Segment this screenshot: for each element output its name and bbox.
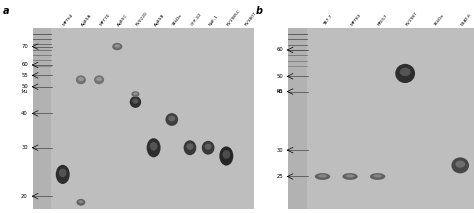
Text: 30: 30 [21,145,28,150]
Ellipse shape [222,150,230,159]
Ellipse shape [370,173,385,180]
Text: 38kDa: 38kDa [172,13,183,27]
Ellipse shape [186,143,193,150]
Text: 70: 70 [21,44,28,49]
Ellipse shape [56,165,70,184]
Bar [288,28,474,209]
Text: Ag85C: Ag85C [117,13,129,27]
Text: CFP-10: CFP-10 [190,12,202,27]
Text: 30: 30 [277,148,283,153]
Ellipse shape [59,168,66,177]
Text: 60: 60 [277,47,283,52]
Ellipse shape [76,199,85,206]
Bar [33,28,51,209]
Text: NdF-1: NdF-1 [208,14,219,27]
Text: PPE57: PPE57 [378,13,389,27]
Ellipse shape [150,142,157,151]
Ellipse shape [96,77,102,81]
Ellipse shape [76,75,86,84]
Ellipse shape [78,77,84,81]
Text: MPT64: MPT64 [63,13,75,27]
Ellipse shape [131,91,139,97]
Text: 16kDa: 16kDa [433,13,445,27]
Ellipse shape [114,44,120,48]
Text: ku: ku [277,89,283,94]
Text: Ag85A: Ag85A [81,13,93,27]
Ellipse shape [315,173,330,180]
Text: a: a [2,6,9,16]
Text: b: b [256,6,263,16]
Text: RV3807: RV3807 [245,11,258,27]
Text: MPT70: MPT70 [99,13,111,27]
Ellipse shape [130,96,141,108]
Ellipse shape [183,140,196,155]
Ellipse shape [346,174,354,177]
Text: 20: 20 [21,194,28,199]
Ellipse shape [168,116,175,121]
Bar [33,28,254,209]
Text: 60: 60 [21,62,28,68]
Text: 55: 55 [21,73,28,78]
Ellipse shape [146,138,161,157]
Ellipse shape [456,161,465,168]
Ellipse shape [342,173,358,180]
Ellipse shape [318,174,327,177]
Ellipse shape [219,146,233,166]
Text: 50: 50 [21,84,28,89]
Text: Ag85B: Ag85B [154,13,166,27]
Ellipse shape [451,157,469,173]
Bar [288,28,307,209]
Ellipse shape [79,200,83,203]
Text: MPT83: MPT83 [350,13,362,27]
Ellipse shape [133,92,137,95]
Ellipse shape [94,75,104,84]
Ellipse shape [132,98,138,104]
Text: RV0220: RV0220 [136,11,149,27]
Text: 40: 40 [21,111,28,116]
Text: 45: 45 [277,89,283,94]
Ellipse shape [400,68,410,76]
Text: 50: 50 [277,74,283,79]
Text: ku: ku [21,89,28,94]
Text: RV1985C: RV1985C [226,9,242,27]
Text: ESAT-6: ESAT-6 [460,12,473,27]
Ellipse shape [374,174,382,177]
Ellipse shape [112,43,122,50]
Text: TB7.7: TB7.7 [322,14,333,27]
Ellipse shape [165,113,178,126]
Ellipse shape [205,144,211,150]
Text: RV1987: RV1987 [405,11,419,27]
Ellipse shape [395,64,415,83]
Text: 25: 25 [277,174,283,179]
Ellipse shape [202,141,215,155]
